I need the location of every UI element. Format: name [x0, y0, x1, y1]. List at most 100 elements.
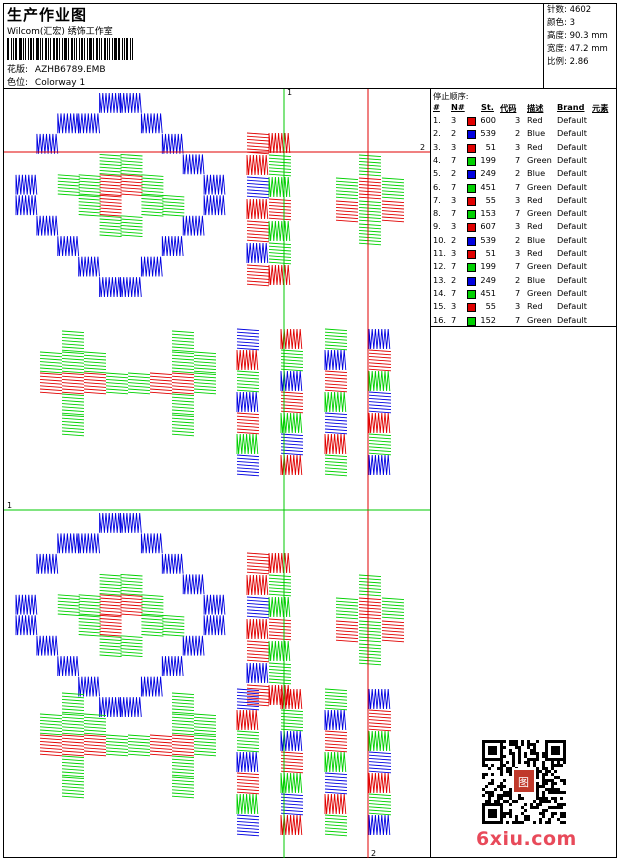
stitch-block [358, 574, 382, 597]
stop-desc: Green [527, 154, 552, 165]
stitch-block [246, 552, 270, 575]
stitch-block [381, 200, 405, 223]
stitch-block [171, 414, 195, 437]
stop-brand: Default [557, 261, 587, 272]
spec-row: 宽度: 47.2 mm [547, 44, 608, 54]
stitch-block [193, 713, 217, 736]
spec-row: 针数: 4602 [547, 5, 592, 15]
stitch-block [120, 277, 142, 297]
stop-needle: 7 [451, 261, 457, 272]
stitch-block [358, 177, 382, 200]
stitch-block [324, 730, 348, 753]
stitch-block [268, 596, 291, 618]
stitch-block [120, 174, 143, 197]
stitch-block [324, 349, 347, 371]
stitch-block [120, 697, 142, 717]
stop-code: 7 [515, 181, 521, 192]
stitch-block [61, 330, 85, 353]
stitch-block [236, 688, 260, 711]
stop-desc: Blue [527, 274, 546, 285]
stitch-block [99, 194, 122, 217]
stitch-block [268, 684, 291, 706]
stop-brand: Default [557, 314, 587, 325]
color-swatch [467, 303, 476, 313]
stitch-block [280, 349, 304, 372]
stop-desc: Red [527, 248, 543, 258]
embroidery-design-preview: 1 2 1 2 [4, 89, 431, 858]
stop-brand: Default [557, 168, 587, 179]
col-header-stitches: St. [481, 102, 494, 112]
stitch-block [280, 751, 304, 774]
stop-brand: Default [557, 115, 587, 125]
stitch-block [193, 734, 217, 757]
stitch-block [105, 734, 129, 757]
stop-needle: 7 [451, 314, 457, 325]
stop-index: 13. [433, 274, 447, 285]
stitch-block [120, 215, 143, 238]
stop-needle: 7 [451, 181, 457, 192]
color-swatch [467, 276, 476, 286]
stop-desc: Red [527, 301, 543, 312]
stitch-block [78, 676, 100, 697]
stitch-block [368, 772, 391, 794]
stop-row: 13. 2 249 2 Blue Default [431, 275, 617, 288]
stop-needle: 7 [451, 154, 457, 165]
stitch-block [36, 553, 59, 574]
stitch-block [15, 615, 38, 636]
stitch-block [162, 614, 185, 637]
stitch-block [61, 713, 85, 736]
guide-label-h1: 1 [7, 501, 12, 510]
stitch-block [120, 573, 143, 596]
stop-desc: Green [527, 181, 552, 192]
guide-label-h2: 2 [420, 143, 425, 152]
stitch-block [324, 433, 347, 455]
stop-desc: Green [527, 208, 552, 219]
stop-needle: 3 [451, 141, 457, 152]
stitch-block [127, 372, 151, 395]
stitch-block [324, 751, 347, 773]
stitch-block [268, 154, 292, 177]
stitch-block [182, 154, 205, 175]
stitch-block [61, 734, 85, 757]
qr-code: 图 [482, 740, 566, 824]
stitch-block [61, 755, 85, 778]
stop-brand: Default [557, 181, 587, 192]
stop-stitches: 153 [480, 208, 496, 219]
stop-stitches: 451 [480, 287, 496, 298]
stop-brand: Default [557, 141, 587, 152]
stitch-block [324, 688, 348, 711]
stitch-block [268, 176, 291, 198]
stitch-block [358, 643, 382, 666]
stitch-block [171, 351, 195, 374]
stop-desc: Green [527, 314, 552, 325]
stop-code: 2 [515, 234, 521, 245]
stitch-block [268, 574, 292, 597]
stitch-block [335, 200, 359, 223]
spec-row: 颜色: 3 [547, 18, 575, 28]
stop-stitches: 152 [480, 314, 496, 325]
stitch-block [182, 215, 205, 236]
stitch-block [78, 614, 101, 637]
stitch-block [57, 533, 80, 554]
stop-desc: Blue [527, 128, 546, 139]
stitch-block [99, 92, 121, 113]
stitch-block [171, 330, 195, 353]
stop-index: 10. [433, 234, 447, 245]
col-header-desc: 描述 [527, 103, 544, 113]
page-frame [3, 3, 617, 858]
stop-row: 3. 3 51 3 Red Default [431, 142, 617, 155]
stitch-block [268, 264, 291, 286]
color-swatch [467, 130, 476, 140]
stitch-block [36, 635, 59, 656]
stitch-block [120, 92, 142, 113]
page-title: 生产作业图 [7, 6, 88, 24]
stitch-block [203, 615, 226, 636]
stop-needle: 3 [451, 221, 457, 232]
stitch-block [99, 594, 122, 617]
stop-index: 11. [433, 248, 447, 258]
stitch-block [39, 713, 63, 736]
stitch-block [105, 372, 129, 395]
stop-row: 14. 7 451 7 Green Default [431, 288, 617, 301]
stitch-block [381, 620, 405, 643]
stop-index: 6. [433, 181, 441, 192]
